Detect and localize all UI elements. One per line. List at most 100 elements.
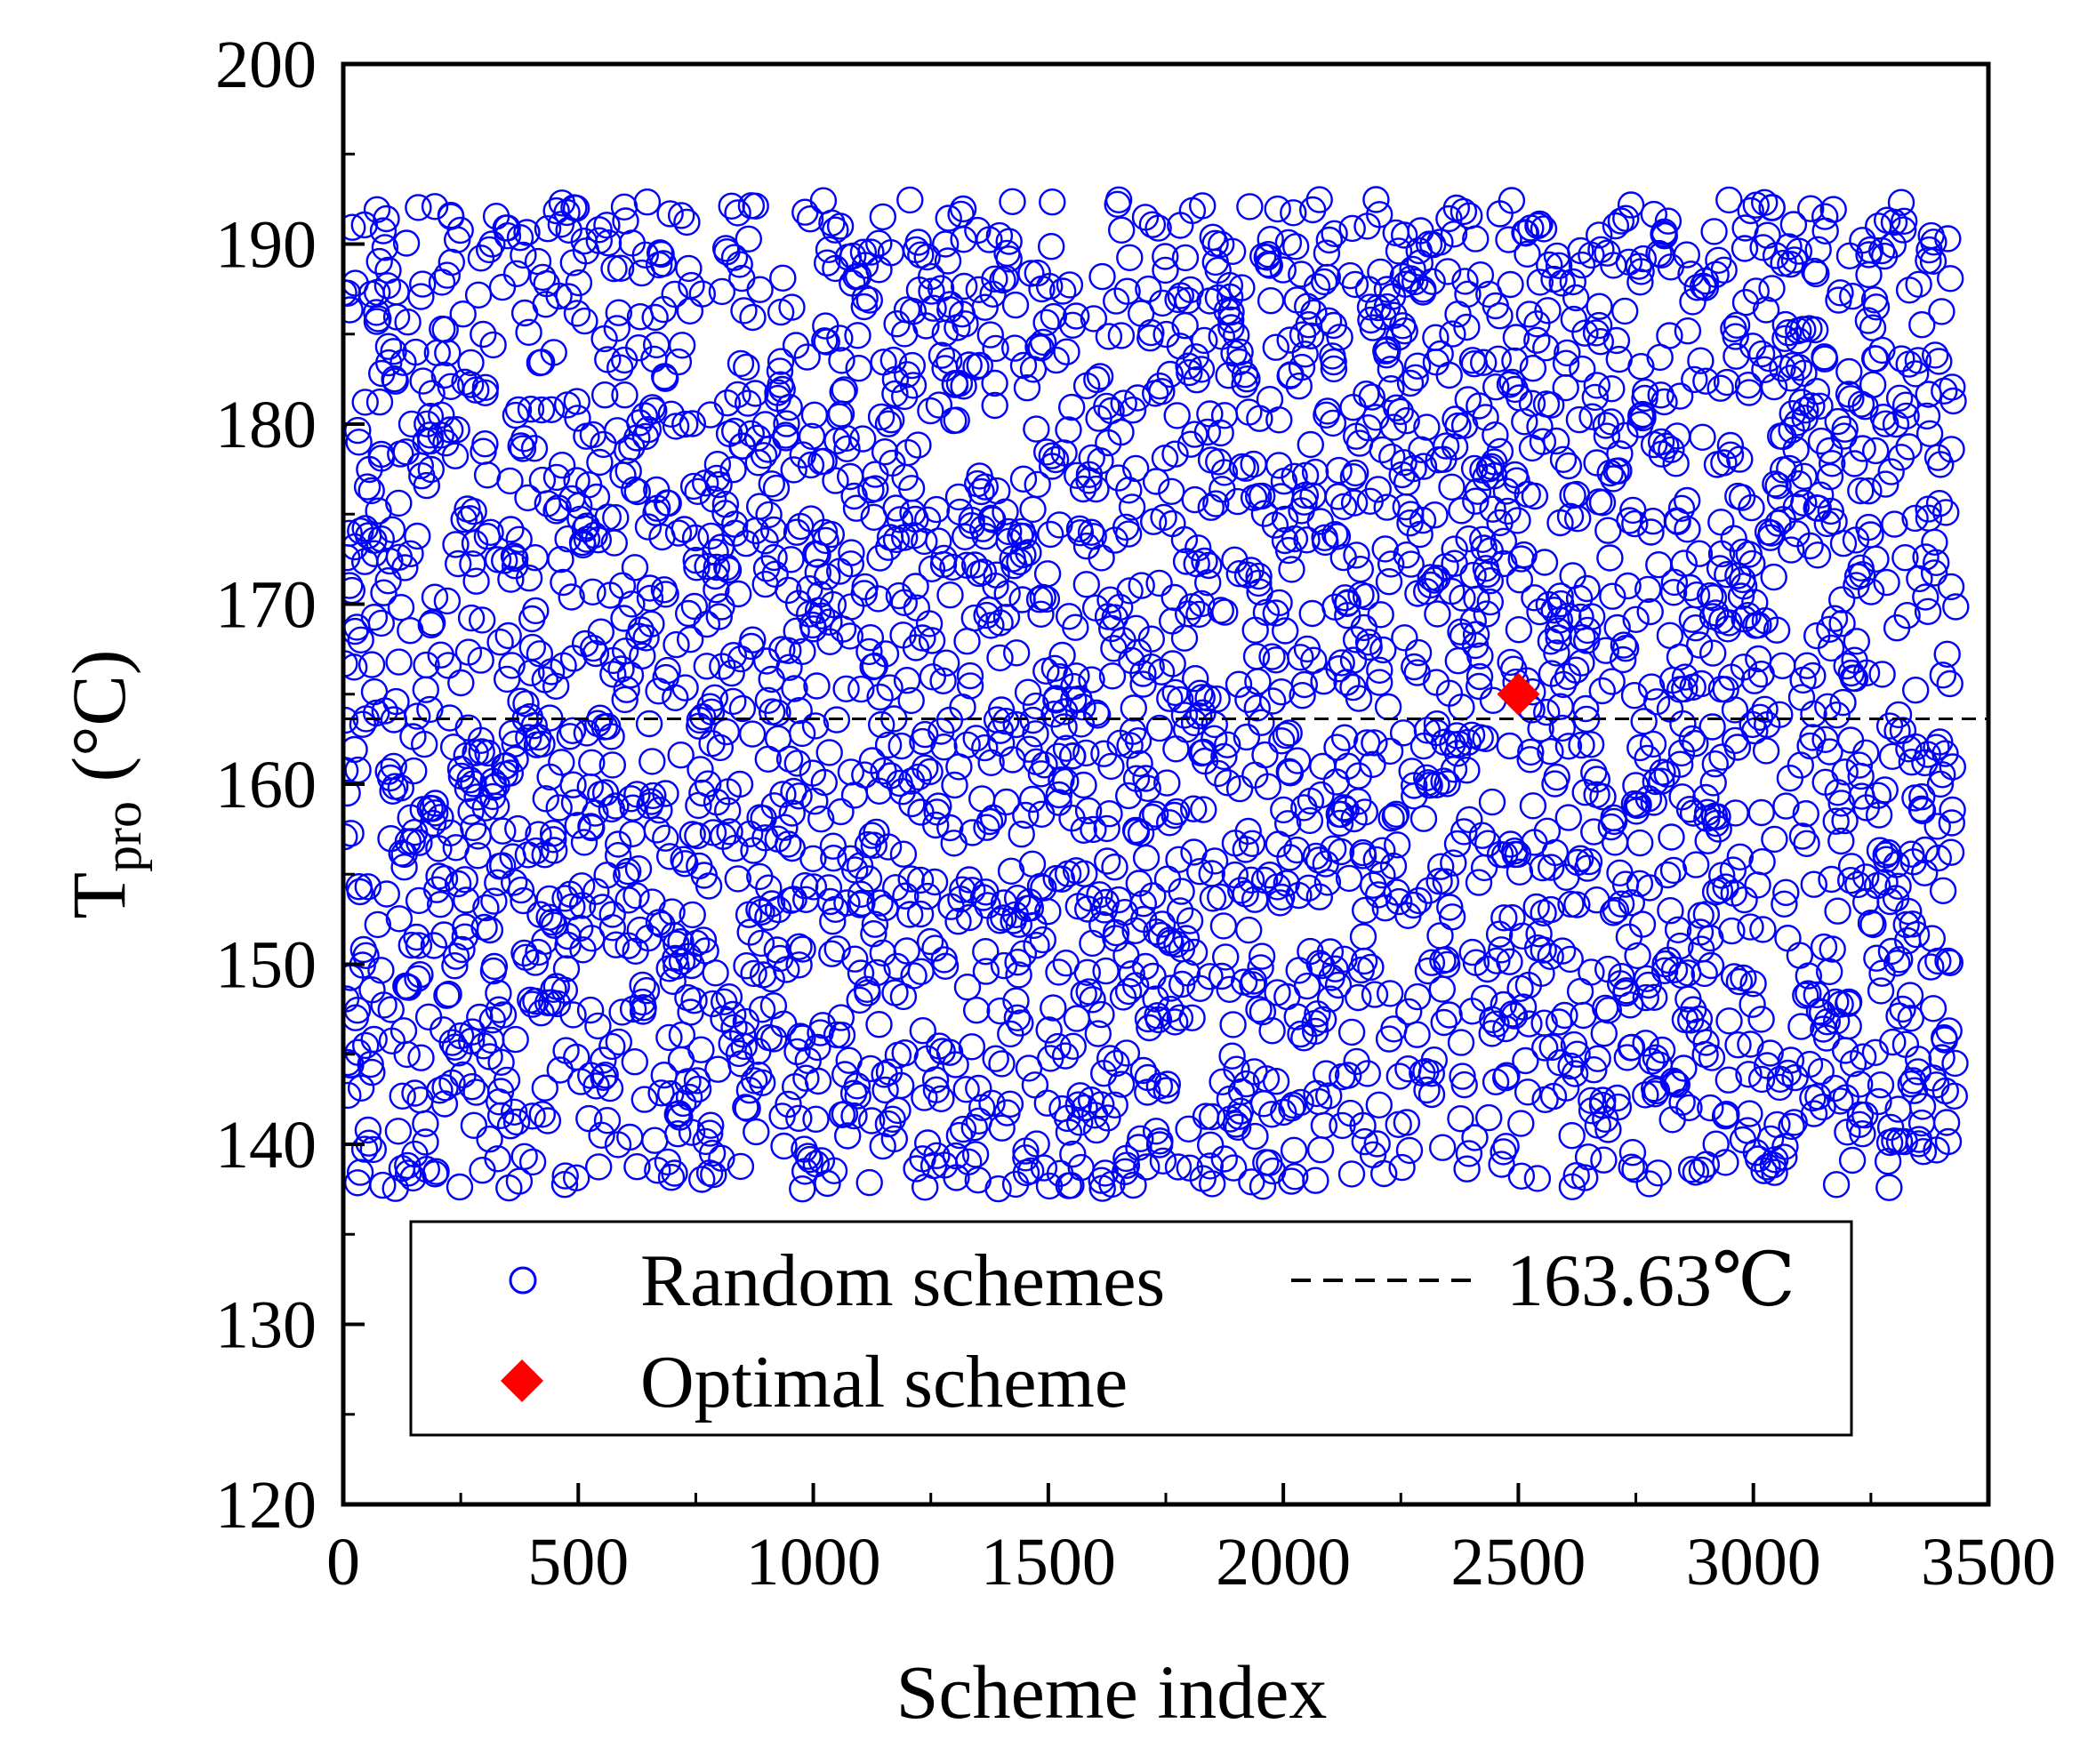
random-scheme-point (1050, 713, 1078, 741)
random-scheme-point (1662, 450, 1690, 477)
random-scheme-point (515, 565, 543, 592)
random-scheme-point (406, 960, 434, 989)
random-scheme-point (1383, 831, 1411, 859)
random-scheme-point (1736, 1100, 1763, 1127)
random-scheme-point (1569, 355, 1596, 383)
random-scheme-point (1530, 1034, 1559, 1062)
random-scheme-point (1202, 490, 1230, 517)
random-scheme-point (1836, 867, 1865, 894)
random-scheme-point (742, 192, 769, 220)
random-scheme-point (639, 782, 667, 810)
random-scheme-point (650, 576, 679, 604)
random-scheme-point (840, 1102, 868, 1130)
random-scheme-point (792, 1064, 820, 1092)
random-scheme-point (467, 646, 494, 674)
random-scheme-point (1785, 237, 1813, 265)
random-scheme-point (347, 1074, 375, 1102)
random-scheme-point (640, 397, 668, 424)
random-scheme-point (1787, 1013, 1815, 1040)
random-scheme-point (1462, 225, 1490, 253)
random-scheme-point (1196, 1152, 1225, 1180)
random-scheme-point (430, 865, 459, 893)
random-scheme-point (494, 665, 521, 694)
random-scheme-point (996, 1090, 1024, 1119)
random-scheme-point (1562, 656, 1590, 684)
random-scheme-point (605, 299, 632, 326)
random-scheme-point (1771, 325, 1799, 352)
random-scheme-point (1750, 188, 1779, 217)
random-scheme-point (929, 550, 958, 579)
random-scheme-point (743, 1118, 770, 1146)
random-scheme-point (1073, 958, 1102, 987)
random-scheme-point (447, 669, 475, 697)
random-scheme-point (1849, 1119, 1876, 1148)
random-scheme-point (1559, 268, 1587, 296)
random-scheme-point (1133, 1153, 1160, 1181)
random-scheme-point (896, 186, 924, 214)
random-scheme-point (1095, 323, 1123, 350)
random-scheme-point (598, 914, 626, 942)
random-scheme-point (671, 410, 699, 438)
random-scheme-point (1129, 1056, 1158, 1085)
random-scheme-point (875, 533, 903, 561)
random-scheme-point (829, 378, 856, 406)
random-scheme-point (1611, 635, 1640, 662)
random-scheme-point (1596, 544, 1624, 572)
random-scheme-point (1771, 890, 1798, 918)
random-scheme-point (1546, 582, 1574, 610)
random-scheme-point (1571, 694, 1600, 723)
random-scheme-point (1273, 810, 1302, 838)
x-tick-label: 3500 (1921, 1525, 2056, 1600)
random-scheme-point (681, 524, 710, 552)
random-scheme-point (1744, 871, 1771, 899)
random-scheme-point (1748, 848, 1776, 876)
random-scheme-point (1379, 852, 1408, 880)
random-scheme-point (1875, 712, 1904, 740)
random-scheme-point (1904, 347, 1932, 374)
random-scheme-point (400, 757, 428, 785)
random-scheme-point (1403, 982, 1432, 1011)
random-scheme-point (1400, 891, 1427, 919)
random-scheme-point (1507, 1162, 1536, 1191)
random-scheme-point (1578, 403, 1606, 430)
random-scheme-point (1514, 1078, 1542, 1106)
random-scheme-point (920, 1151, 948, 1180)
random-scheme-point (1028, 800, 1056, 828)
random-scheme-point (809, 187, 838, 214)
random-scheme-point (793, 343, 821, 371)
random-scheme-point (1302, 1167, 1329, 1194)
random-scheme-point (667, 742, 695, 769)
random-scheme-point (1280, 199, 1307, 227)
random-scheme-point (1552, 349, 1580, 377)
random-scheme-point (953, 628, 981, 655)
random-scheme-point (1072, 739, 1100, 767)
random-scheme-point (769, 264, 797, 292)
random-scheme-point (1064, 1091, 1093, 1119)
random-scheme-point (1326, 324, 1353, 351)
random-scheme-point (837, 550, 864, 578)
random-scheme-point (1010, 523, 1038, 550)
random-scheme-point (1765, 1073, 1794, 1102)
random-scheme-point (1278, 556, 1305, 583)
random-scheme-point (1385, 1111, 1412, 1139)
random-scheme-point (1053, 338, 1080, 365)
random-scheme-point (1469, 349, 1498, 376)
random-scheme-point (694, 552, 721, 581)
random-scheme-point (721, 519, 749, 547)
random-scheme-point (1502, 324, 1530, 351)
random-scheme-point (851, 761, 879, 789)
random-scheme-point (950, 226, 977, 253)
random-scheme-point (1087, 447, 1114, 475)
random-scheme-point (1495, 226, 1522, 253)
random-scheme-point (1156, 685, 1184, 712)
random-scheme-point (679, 901, 706, 929)
random-scheme-point (1541, 838, 1570, 867)
random-scheme-point (1710, 449, 1738, 477)
random-scheme-point (911, 720, 939, 749)
random-scheme-point (814, 1169, 841, 1198)
random-scheme-point (775, 1090, 802, 1119)
random-scheme-point (1195, 551, 1223, 580)
random-scheme-point (446, 216, 474, 245)
random-scheme-point (1934, 947, 1962, 975)
random-scheme-point (999, 188, 1026, 216)
